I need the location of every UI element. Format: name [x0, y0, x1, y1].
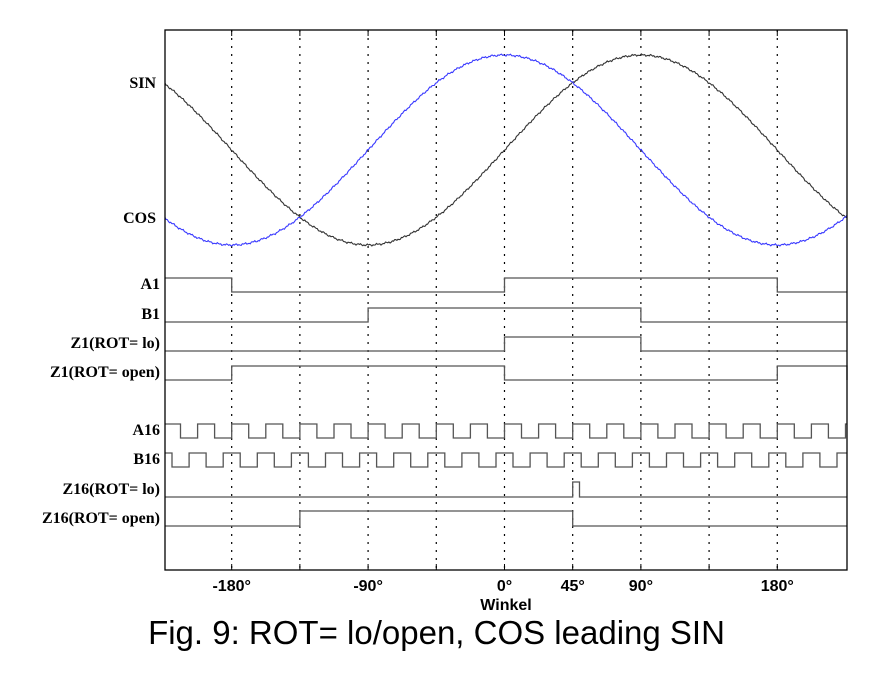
series-z1-lo [165, 336, 847, 352]
series-layer [164, 53, 848, 527]
x-tick-label: -90° [353, 578, 383, 595]
x-ticks: -180° -90° 0° 45° 90° 180° [212, 30, 794, 595]
label-z1-lo: Z1(ROT= lo) [70, 335, 160, 352]
figure-caption: Fig. 9: ROT= lo/open, COS leading SIN [148, 614, 725, 651]
label-z1-open: Z1(ROT= open) [50, 364, 160, 381]
label-cos: COS [123, 210, 156, 227]
x-tick-label: 45° [561, 578, 585, 595]
label-a1: A1 [140, 276, 160, 293]
label-b1: B1 [141, 306, 160, 323]
label-z16-lo: Z16(ROT= lo) [62, 481, 160, 498]
label-sin: SIN [129, 75, 156, 92]
series-z1-open [165, 365, 848, 381]
signal-labels: SIN COS A1 B1 Z1(ROT= lo) Z1(ROT= open) A16 B16… [42, 75, 160, 527]
x-tick-label: 180° [761, 578, 794, 595]
series-sin [164, 53, 848, 247]
label-b16: B16 [133, 451, 160, 468]
label-z16-open: Z16(ROT= open) [42, 510, 160, 527]
plot-frame [164, 29, 848, 571]
series-cos [164, 53, 848, 247]
grid-lines [231, 30, 778, 570]
series-a1 [165, 277, 847, 293]
timing-diagram: -180° -90° 0° 45° 90° 180° SIN COS A1 B1 Z1(ROT= … [42, 29, 848, 610]
x-axis-label: Winkel [480, 597, 531, 610]
label-a16: A16 [132, 422, 160, 439]
x-tick-label: 0° [497, 578, 512, 595]
series-z16-open [165, 510, 847, 527]
x-tick-label: 90° [629, 578, 653, 595]
x-tick-label: -180° [212, 578, 250, 595]
series-b16 [165, 452, 847, 468]
series-b1 [165, 307, 847, 323]
series-z16-lo [165, 481, 847, 498]
series-a16 [165, 423, 847, 439]
